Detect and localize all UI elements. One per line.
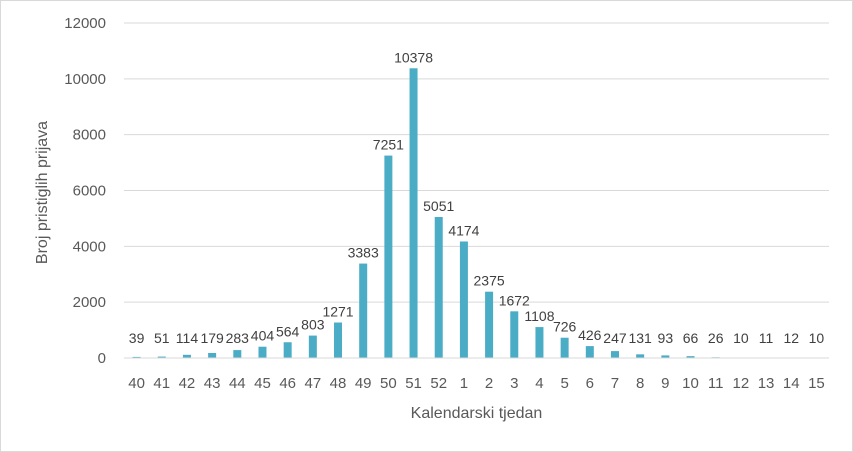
data-label: 10: [809, 330, 825, 346]
data-label: 10: [733, 330, 749, 346]
x-tick-label: 41: [153, 375, 170, 392]
bar: [610, 351, 619, 358]
x-tick-label: 44: [229, 375, 246, 392]
data-label: 5051: [423, 198, 454, 214]
bar: [308, 335, 317, 358]
data-label: 93: [658, 330, 674, 346]
x-tick-label: 8: [636, 375, 644, 392]
bar: [510, 311, 519, 358]
x-axis-ticks: 40 41 42 43 44 45 46 47 48 49 50 51 52 1 2 3 4 5 6 7 8 9 10 11 1…: [128, 375, 825, 392]
x-tick-label: 45: [254, 375, 271, 392]
data-label: 726: [553, 319, 577, 335]
x-tick-label: 13: [758, 375, 775, 392]
data-label: 1271: [322, 304, 353, 320]
x-tick-label: 9: [661, 375, 669, 392]
data-label: 10378: [394, 49, 433, 65]
data-label: 404: [251, 328, 275, 344]
bar: [560, 337, 569, 358]
bar: [233, 350, 242, 358]
bar: [283, 342, 292, 358]
x-tick-label: 48: [330, 375, 347, 392]
x-tick-label: 50: [380, 375, 397, 392]
bar: [585, 346, 594, 358]
bar: [535, 327, 544, 358]
x-tick-label: 4: [535, 375, 543, 392]
x-tick-label: 51: [405, 375, 422, 392]
bar: [636, 354, 645, 358]
x-tick-label: 52: [430, 375, 447, 392]
data-label: 7251: [373, 137, 404, 153]
data-label: 114: [176, 330, 199, 346]
y-tick-label: 10000: [64, 71, 106, 88]
bar: [334, 322, 343, 358]
bar: [359, 263, 368, 358]
bar: [434, 216, 443, 358]
data-label: 564: [276, 323, 300, 339]
data-label: 12: [783, 330, 799, 346]
x-tick-label: 47: [304, 375, 321, 392]
bars: [132, 68, 821, 359]
data-label: 4174: [448, 222, 479, 238]
y-tick-label: 8000: [73, 127, 106, 144]
data-label: 1672: [499, 292, 530, 308]
x-tick-label: 49: [355, 375, 372, 392]
x-tick-label: 5: [560, 375, 568, 392]
bar: [208, 353, 217, 358]
bar: [384, 155, 393, 358]
x-tick-label: 43: [204, 375, 221, 392]
bar: [409, 68, 418, 359]
x-tick-label: 6: [586, 375, 594, 392]
data-label: 283: [226, 330, 250, 346]
y-tick-label: 4000: [73, 238, 106, 255]
x-tick-label: 15: [808, 375, 825, 392]
data-label: 131: [628, 330, 652, 346]
bar: [485, 291, 494, 358]
y-axis-ticks: 0 2000 4000 6000 8000 10000 12000: [64, 15, 106, 367]
data-label: 1108: [524, 308, 554, 324]
data-label: 39: [129, 330, 145, 346]
x-tick-label: 11: [708, 375, 724, 392]
data-label: 426: [578, 327, 602, 343]
data-label: 803: [301, 317, 325, 333]
x-tick-label: 3: [510, 375, 518, 392]
bar: [661, 355, 670, 358]
bar: [258, 346, 267, 358]
data-label: 66: [683, 330, 699, 346]
y-tick-label: 6000: [73, 183, 106, 200]
x-tick-label: 40: [128, 375, 145, 392]
bar: [686, 356, 695, 358]
data-label: 179: [200, 330, 224, 346]
data-label: 51: [154, 330, 170, 346]
data-label: 3383: [348, 245, 379, 261]
x-tick-label: 10: [682, 375, 699, 392]
data-label: 247: [603, 330, 627, 346]
data-label: 26: [708, 330, 724, 346]
x-axis-title: Kalendarski tjedan: [411, 405, 543, 422]
x-tick-label: 12: [733, 375, 750, 392]
y-tick-label: 12000: [64, 15, 106, 32]
bar: [132, 356, 141, 358]
gridlines: [124, 22, 829, 303]
x-tick-label: 2: [485, 375, 493, 392]
bar: [157, 356, 166, 358]
x-tick-label: 7: [611, 375, 619, 392]
x-tick-label: 14: [783, 375, 800, 392]
y-tick-label: 2000: [73, 294, 106, 311]
x-tick-label: 46: [279, 375, 296, 392]
x-tick-label: 1: [460, 375, 468, 392]
bar: [182, 354, 191, 358]
y-axis-title: Broj pristiglih prijava: [34, 121, 51, 264]
bar: [459, 241, 468, 358]
y-tick-label: 0: [98, 350, 106, 367]
data-label: 11: [759, 330, 774, 346]
x-tick-label: 42: [179, 375, 196, 392]
data-label: 2375: [474, 273, 505, 289]
